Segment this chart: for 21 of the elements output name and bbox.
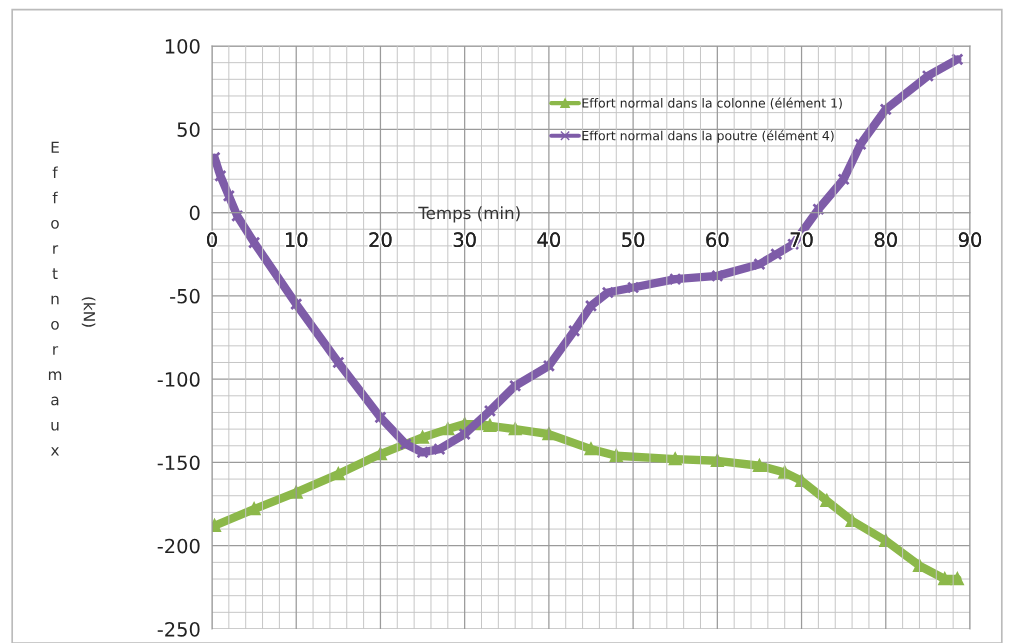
x-tick-label: 10 xyxy=(285,232,308,248)
legend-label: Effort normal dans la poutre (élément 4) xyxy=(582,130,834,143)
x-axis-title: Temps (min) xyxy=(418,206,520,223)
y-tick-label: -150 xyxy=(157,455,200,471)
y-tick-label: -50 xyxy=(170,288,200,304)
y-tick-label: 50 xyxy=(177,122,200,137)
x-tick-label: 0 xyxy=(207,232,217,248)
x-tick-label: 50 xyxy=(622,232,645,248)
y-tick-label: -250 xyxy=(157,621,200,637)
legend-label: Effort normal dans la colonne (élément 1) xyxy=(582,97,842,110)
y-tick-label: -100 xyxy=(157,372,200,387)
x-tick-label: 60 xyxy=(706,232,729,248)
x-tick-label: 80 xyxy=(874,232,897,248)
y-tick-label: -200 xyxy=(157,538,200,554)
y-tick-label: 0 xyxy=(189,205,200,221)
text: Effort normaux (kN) xyxy=(48,141,96,456)
x-tick-label: 40 xyxy=(537,232,560,248)
x-tick-label: 30 xyxy=(453,232,476,248)
x-tick-label: 90 xyxy=(958,232,982,248)
y-tick-label: 100 xyxy=(165,38,200,54)
x-tick-label: 20 xyxy=(369,232,392,248)
